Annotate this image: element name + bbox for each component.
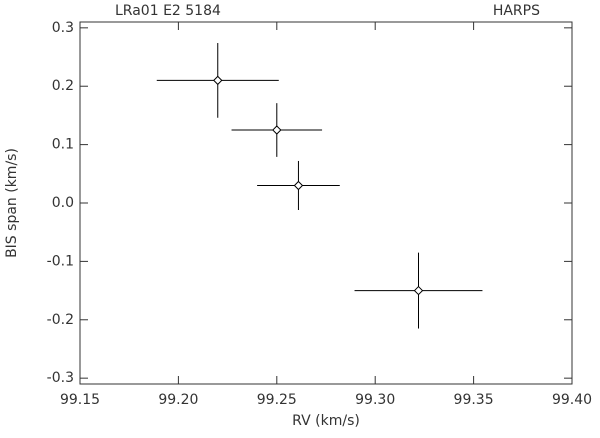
y-tick-label: -0.3: [47, 370, 74, 386]
plot-frame: [79, 21, 573, 385]
y-tick-label: 0.3: [52, 20, 74, 36]
y-axis-label: BIS span (km/s): [4, 148, 20, 258]
x-tick-label: 99.35: [454, 392, 494, 408]
y-tick-label: -0.1: [47, 253, 74, 269]
chart-subtitle: HARPS: [493, 3, 540, 19]
y-tick-label: 0.2: [52, 78, 74, 94]
point: [272, 125, 282, 135]
y-tick-label: -0.2: [47, 312, 74, 328]
x-tick-label: 99.20: [158, 392, 198, 408]
y-tick-label: 0.1: [52, 137, 74, 153]
x-tick-label: 99.25: [257, 392, 297, 408]
x-tick-label: 99.30: [355, 392, 395, 408]
x-tick-label: 99.15: [60, 392, 100, 408]
point: [413, 285, 424, 296]
point: [293, 180, 304, 191]
chart-title: LRa01 E2 5184: [115, 3, 221, 19]
y-tick-label: 0.0: [52, 195, 74, 211]
x-tick-label: 99.40: [552, 392, 592, 408]
point: [213, 75, 223, 86]
x-axis-label: RV (km/s): [292, 413, 360, 429]
